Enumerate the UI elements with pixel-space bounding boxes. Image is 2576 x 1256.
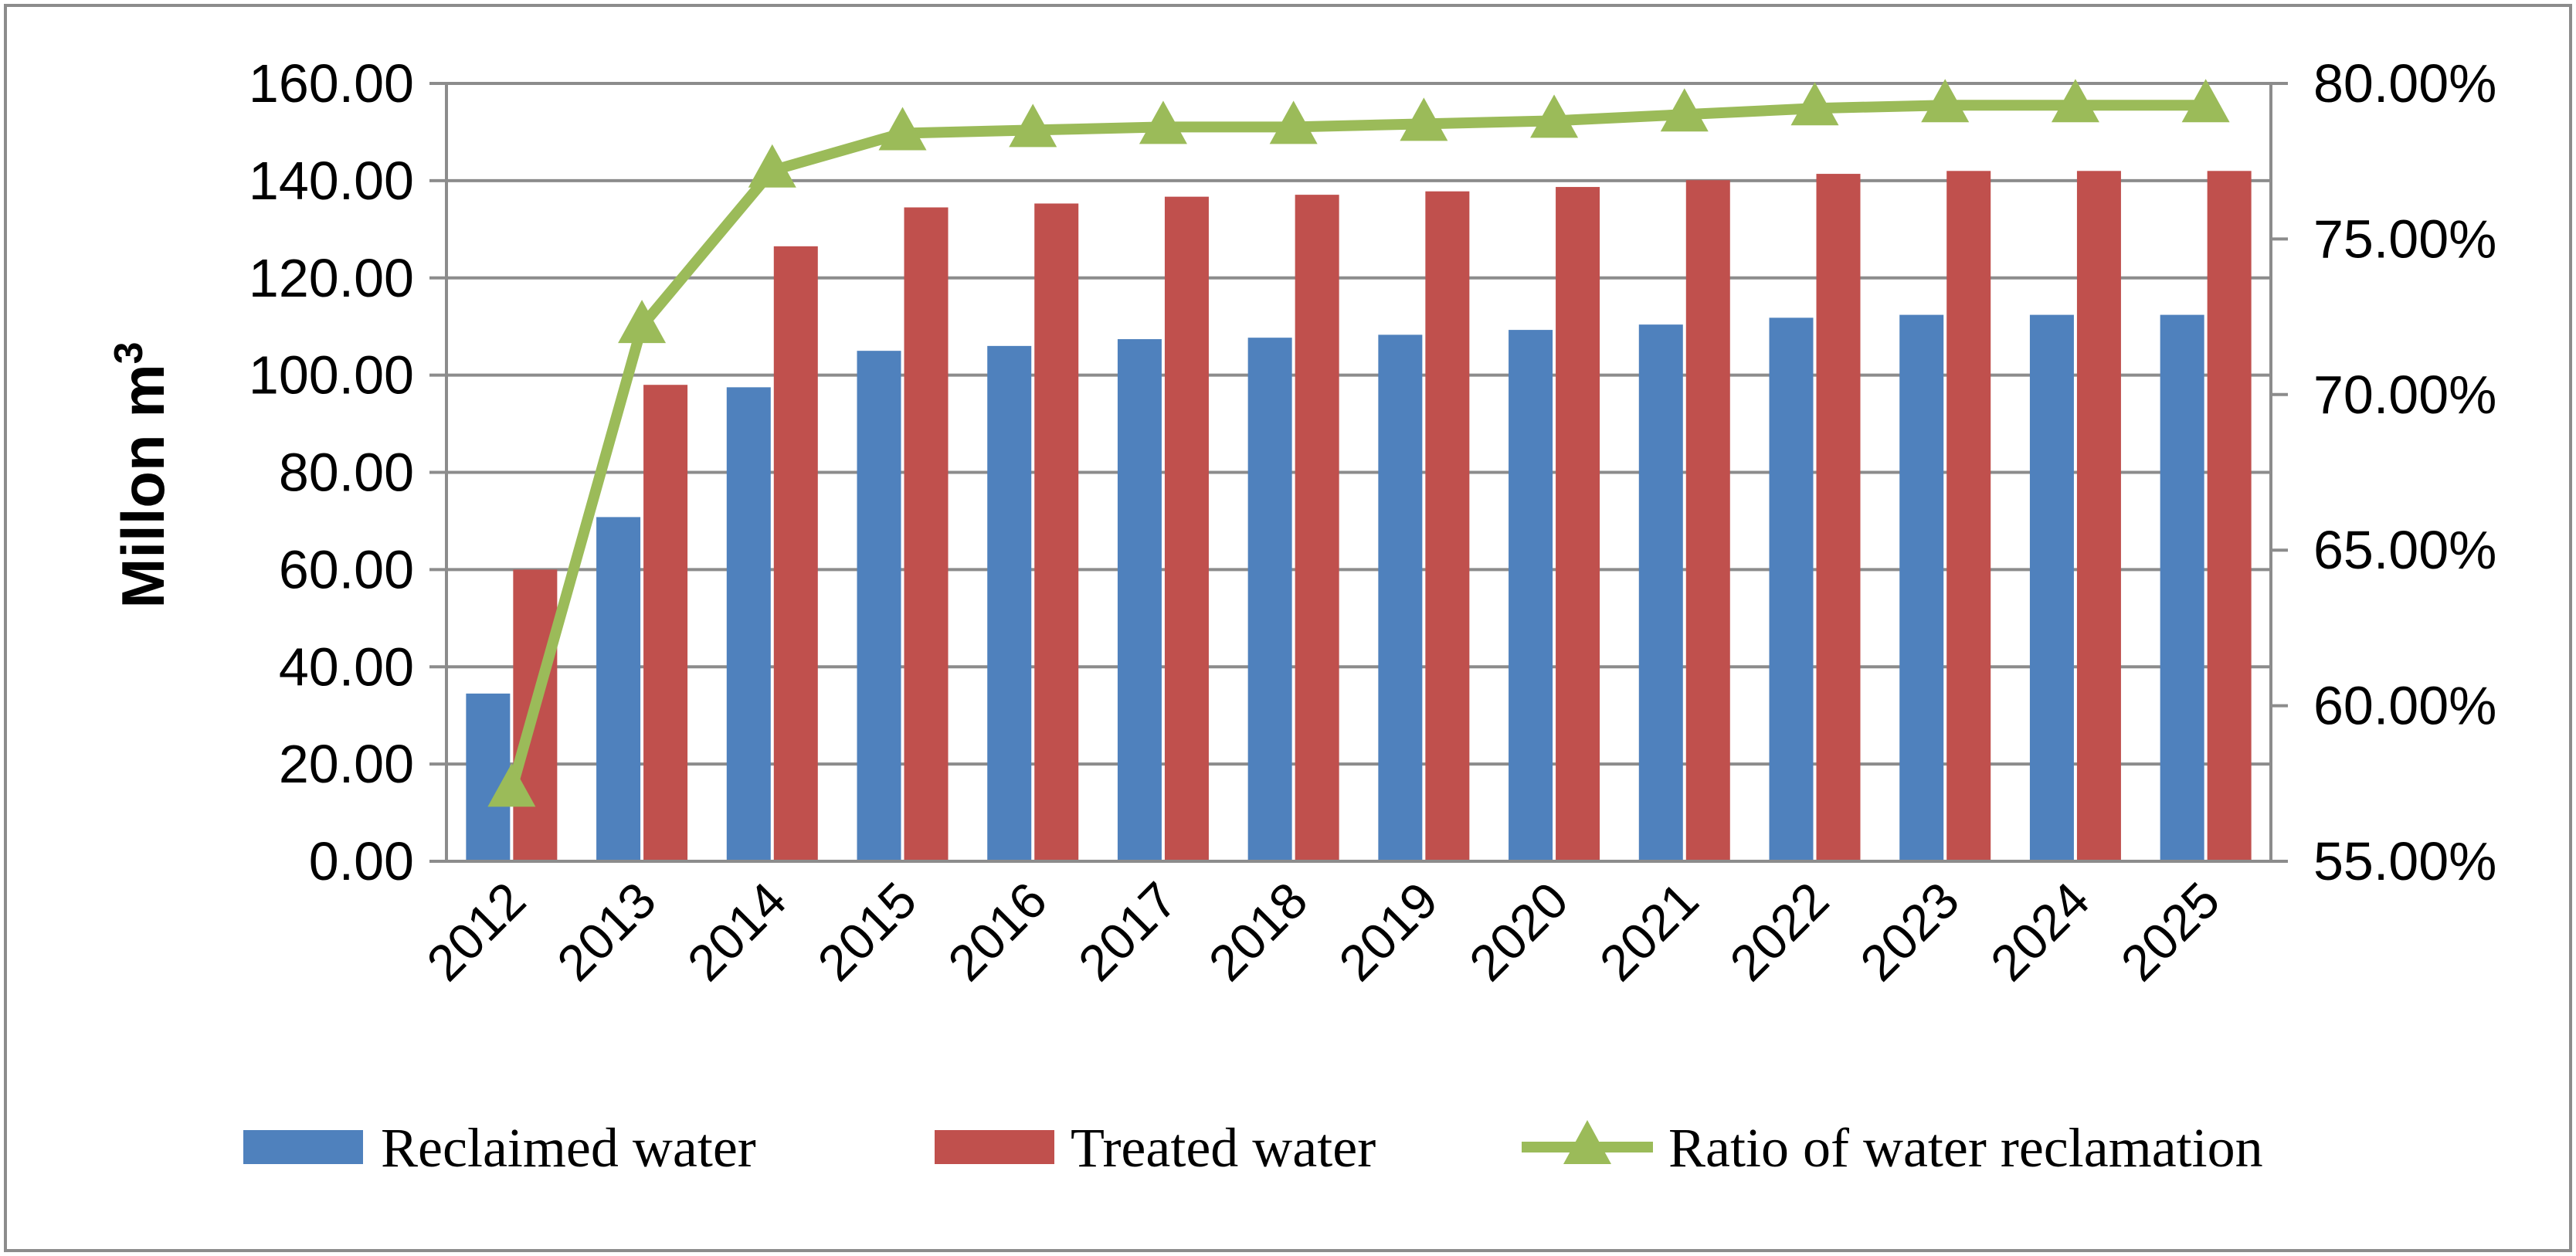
ratio-series-line [506, 100, 2206, 792]
bar-reclaimed-2025 [2160, 314, 2204, 861]
y-tick-label-right: 75.00% [2313, 209, 2496, 269]
y-tick-label-left: 80.00 [279, 443, 414, 503]
bar-treated-2014 [773, 246, 818, 861]
ratio-marker-2019 [1400, 97, 1448, 141]
bar-reclaimed-2016 [987, 345, 1032, 861]
ratio-marker-2014 [748, 144, 796, 188]
bar-treated-2017 [1164, 196, 1209, 861]
bar-treated-2015 [904, 207, 949, 862]
ratio-marker-2018 [1269, 100, 1318, 144]
y-tick-label-left: 120.00 [249, 248, 414, 308]
legend: Reclaimed water Treated water Ratio of w… [243, 1117, 2263, 1179]
y-tick-label-right: 55.00% [2313, 831, 2496, 891]
y-tick-label-left: 100.00 [249, 345, 414, 406]
y-tick-label-left: 140.00 [249, 151, 414, 211]
bar-reclaimed-2017 [1117, 339, 1162, 861]
bar-reclaimed-2020 [1509, 330, 1553, 861]
bar-treated-2020 [1556, 187, 1600, 861]
bar-treated-2025 [2207, 171, 2252, 862]
bar-reclaimed-2022 [1769, 317, 1814, 861]
ratio-marker-2022 [1790, 82, 1839, 126]
bar-reclaimed-2023 [1899, 314, 1944, 861]
ratio-marker-2017 [1139, 100, 1187, 144]
bar-treated-2018 [1295, 195, 1339, 861]
y-tick-label-right: 80.00% [2313, 53, 2496, 114]
y-tick-label-right: 65.00% [2313, 520, 2496, 580]
bar-treated-2013 [643, 385, 688, 861]
y-tick-label-right: 60.00% [2313, 676, 2496, 736]
y-tick-label-left: 160.00 [249, 53, 414, 114]
bar-treated-2021 [1685, 180, 1730, 862]
bar-reclaimed-2013 [596, 517, 641, 861]
ratio-marker-2016 [1009, 104, 1057, 148]
bar-treated-2016 [1034, 203, 1079, 861]
ratio-marker-2015 [878, 107, 927, 151]
legend-swatch-reclaimed [243, 1130, 363, 1164]
bar-treated-2019 [1425, 191, 1470, 861]
y-tick-label-left: 20.00 [279, 734, 414, 794]
ratio-marker-2025 [2181, 79, 2230, 123]
bar-reclaimed-2012 [466, 693, 511, 861]
bar-reclaimed-2018 [1247, 338, 1292, 862]
legend-label-treated: Treated water [1071, 1117, 1376, 1179]
ratio-marker-2020 [1530, 94, 1579, 138]
bar-treated-2023 [1946, 171, 1991, 862]
y-tick-label-left: 0.00 [309, 831, 414, 891]
ratio-marker-2024 [2051, 79, 2099, 123]
legend-marker-ratio [1563, 1120, 1611, 1164]
legend-label-ratio: Ratio of water reclamation [1668, 1117, 2263, 1179]
legend-label-reclaimed: Reclaimed water [381, 1117, 756, 1179]
ratio-marker-2012 [487, 763, 536, 807]
bar-treated-2024 [2076, 171, 2121, 862]
bar-reclaimed-2019 [1378, 334, 1423, 862]
axes [429, 82, 2288, 863]
bar-reclaimed-2014 [726, 387, 771, 861]
ratio-line [487, 79, 2230, 807]
y-tick-label-left: 40.00 [279, 636, 414, 697]
bars [466, 171, 2252, 862]
bar-reclaimed-2024 [2029, 314, 2074, 861]
bar-reclaimed-2015 [857, 351, 901, 861]
legend-swatch-treated [935, 1130, 1054, 1164]
ratio-marker-2021 [1660, 88, 1709, 132]
ratio-marker-2013 [618, 300, 667, 344]
y-axis-label: Millon m3 [107, 341, 177, 608]
bar-reclaimed-2021 [1638, 324, 1683, 861]
bar-treated-2022 [1816, 174, 1861, 862]
y-tick-label-left: 60.00 [279, 539, 414, 599]
ratio-marker-2023 [1921, 79, 1970, 123]
y-tick-label-right: 70.00% [2313, 365, 2496, 425]
